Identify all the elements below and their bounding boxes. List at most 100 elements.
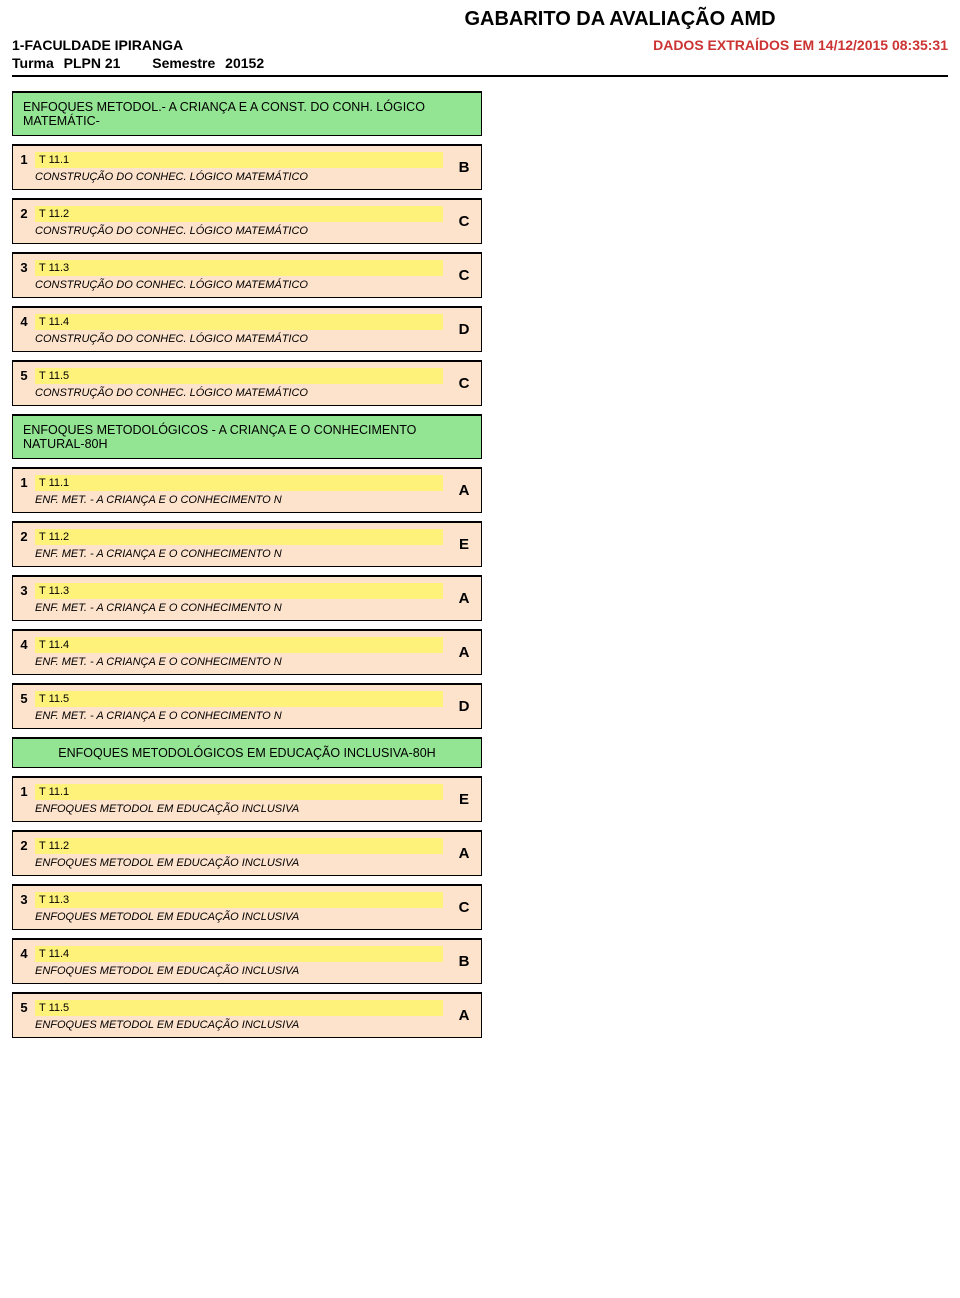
question-number: 3: [13, 886, 35, 929]
subheader: Turma PLPN 21 Semestre 20152: [12, 55, 948, 77]
question-row: 4T 11.4ENFOQUES METODOL EM EDUCAÇÃO INCL…: [12, 938, 482, 984]
question-subject: ENF. MET. - A CRIANÇA E O CONHECIMENTO N: [35, 655, 443, 668]
question-answer: A: [447, 577, 481, 620]
question-row: 4T 11.4 ENF. MET. - A CRIANÇA E O CONHECI…: [12, 629, 482, 675]
question-subject: CONSTRUÇÃO DO CONHEC. LÓGICO MATEMÁTICO: [35, 170, 443, 183]
question-answer: D: [447, 685, 481, 728]
turma-value: PLPN 21: [64, 55, 121, 71]
questions-column: ENFOQUES METODOL.- A CRIANÇA E A CONST. …: [12, 91, 482, 1038]
question-code: T 11.5: [35, 1000, 443, 1016]
question-body: T 11.4ENFOQUES METODOL EM EDUCAÇÃO INCLU…: [35, 940, 447, 983]
extracted-date: DADOS EXTRAÍDOS EM 14/12/2015 08:35:31: [653, 37, 948, 53]
question-answer: C: [447, 362, 481, 405]
section-header: ENFOQUES METODOLÓGICOS EM EDUCAÇÃO INCLU…: [12, 737, 482, 768]
question-code: T 11.2: [35, 206, 443, 222]
question-body: T 11.5 ENFOQUES METODOL EM EDUCAÇÃO INCLU…: [35, 994, 447, 1037]
question-body: T 11.3 CONSTRUÇÃO DO CONHEC. LÓGICO MATEM…: [35, 254, 447, 297]
question-row: 1T 11.1 ENFOQUES METODOL EM EDUCAÇÃO INCL…: [12, 776, 482, 822]
institution-name: 1-FACULDADE IPIRANGA: [12, 37, 183, 53]
question-number: 1: [13, 469, 35, 512]
question-row: 1T 11.1 ENF. MET. - A CRIANÇA E O CONHECI…: [12, 467, 482, 513]
question-answer: C: [447, 886, 481, 929]
question-subject: ENFOQUES METODOL EM EDUCAÇÃO INCLUSIVA: [35, 1018, 443, 1031]
question-row: 3T 11.3 CONSTRUÇÃO DO CONHEC. LÓGICO MATE…: [12, 252, 482, 298]
question-number: 4: [13, 631, 35, 674]
question-number: 1: [13, 146, 35, 189]
question-body: T 11.4 ENF. MET. - A CRIANÇA E O CONHECIM…: [35, 631, 447, 674]
section-header: ENFOQUES METODOL.- A CRIANÇA E A CONST. …: [12, 91, 482, 136]
question-answer: E: [447, 778, 481, 821]
question-number: 5: [13, 994, 35, 1037]
question-code: T 11.3: [35, 260, 443, 276]
question-subject: ENF. MET. - A CRIANÇA E O CONHECIMENTO N: [35, 493, 443, 506]
question-body: T 11.3 ENF. MET. - A CRIANÇA E O CONHECIM…: [35, 577, 447, 620]
question-row: 1T 11.1 CONSTRUÇÃO DO CONHEC. LÓGICO MATE…: [12, 144, 482, 190]
question-body: T 11.4 CONSTRUÇÃO DO CONHEC. LÓGICO MATEM…: [35, 308, 447, 351]
question-number: 5: [13, 685, 35, 728]
question-answer: B: [447, 940, 481, 983]
question-number: 3: [13, 254, 35, 297]
question-number: 2: [13, 200, 35, 243]
question-body: T 11.1 CONSTRUÇÃO DO CONHEC. LÓGICO MATEM…: [35, 146, 447, 189]
question-code: T 11.5: [35, 368, 443, 384]
question-code: T 11.4: [35, 946, 443, 962]
question-subject: ENFOQUES METODOL EM EDUCAÇÃO INCLUSIVA: [35, 802, 443, 815]
question-number: 5: [13, 362, 35, 405]
question-answer: E: [447, 523, 481, 566]
semestre-value: 20152: [225, 55, 264, 71]
question-subject: CONSTRUÇÃO DO CONHEC. LÓGICO MATEMÁTICO: [35, 386, 443, 399]
question-answer: A: [447, 469, 481, 512]
question-row: 2T 11.2 ENF. MET. - A CRIANÇA E O CONHECI…: [12, 521, 482, 567]
question-answer: C: [447, 200, 481, 243]
question-code: T 11.1: [35, 784, 443, 800]
question-body: T 11.2 CONSTRUÇÃO DO CONHEC. LÓGICO MATEM…: [35, 200, 447, 243]
question-number: 4: [13, 308, 35, 351]
question-code: T 11.4: [35, 314, 443, 330]
question-subject: ENF. MET. - A CRIANÇA E O CONHECIMENTO N: [35, 547, 443, 560]
question-number: 3: [13, 577, 35, 620]
question-code: T 11.1: [35, 475, 443, 491]
question-subject: CONSTRUÇÃO DO CONHEC. LÓGICO MATEMÁTICO: [35, 224, 443, 237]
question-row: 5T 11.5 CONSTRUÇÃO DO CONHEC. LÓGICO MATE…: [12, 360, 482, 406]
question-row: 5T 11.5 ENFOQUES METODOL EM EDUCAÇÃO INCL…: [12, 992, 482, 1038]
semestre-label: Semestre: [152, 55, 215, 71]
question-number: 2: [13, 523, 35, 566]
question-code: T 11.4: [35, 637, 443, 653]
question-subject: CONSTRUÇÃO DO CONHEC. LÓGICO MATEMÁTICO: [35, 332, 443, 345]
question-row: 2T 11.2 CONSTRUÇÃO DO CONHEC. LÓGICO MATE…: [12, 198, 482, 244]
question-body: T 11.1 ENFOQUES METODOL EM EDUCAÇÃO INCLU…: [35, 778, 447, 821]
question-body: T 11.5 CONSTRUÇÃO DO CONHEC. LÓGICO MATEM…: [35, 362, 447, 405]
question-code: T 11.2: [35, 838, 443, 854]
section-header: ENFOQUES METODOLÓGICOS - A CRIANÇA E O C…: [12, 414, 482, 459]
question-answer: A: [447, 631, 481, 674]
question-code: T 11.3: [35, 892, 443, 908]
question-row: 5T 11.5 ENF. MET. - A CRIANÇA E O CONHECI…: [12, 683, 482, 729]
turma-label: Turma: [12, 55, 54, 71]
question-body: T 11.2 ENF. MET. - A CRIANÇA E O CONHECIM…: [35, 523, 447, 566]
question-subject: ENF. MET. - A CRIANÇA E O CONHECIMENTO N: [35, 709, 443, 722]
question-subject: ENF. MET. - A CRIANÇA E O CONHECIMENTO N: [35, 601, 443, 614]
question-subject: CONSTRUÇÃO DO CONHEC. LÓGICO MATEMÁTICO: [35, 278, 443, 291]
question-body: T 11.1 ENF. MET. - A CRIANÇA E O CONHECIM…: [35, 469, 447, 512]
question-number: 4: [13, 940, 35, 983]
question-body: T 11.3 ENFOQUES METODOL EM EDUCAÇÃO INCLU…: [35, 886, 447, 929]
header-row: 1-FACULDADE IPIRANGA DADOS EXTRAÍDOS EM …: [12, 37, 948, 53]
question-answer: A: [447, 994, 481, 1037]
question-row: 2T 11.2 ENFOQUES METODOL EM EDUCAÇÃO INCL…: [12, 830, 482, 876]
question-answer: A: [447, 832, 481, 875]
question-answer: B: [447, 146, 481, 189]
question-number: 1: [13, 778, 35, 821]
question-number: 2: [13, 832, 35, 875]
question-body: T 11.5 ENF. MET. - A CRIANÇA E O CONHECIM…: [35, 685, 447, 728]
question-code: T 11.2: [35, 529, 443, 545]
question-row: 3T 11.3 ENFOQUES METODOL EM EDUCAÇÃO INCL…: [12, 884, 482, 930]
question-code: T 11.5: [35, 691, 443, 707]
question-subject: ENFOQUES METODOL EM EDUCAÇÃO INCLUSIVA: [35, 910, 443, 923]
question-row: 4T 11.4 CONSTRUÇÃO DO CONHEC. LÓGICO MATE…: [12, 306, 482, 352]
question-body: T 11.2 ENFOQUES METODOL EM EDUCAÇÃO INCLU…: [35, 832, 447, 875]
question-code: T 11.1: [35, 152, 443, 168]
question-subject: ENFOQUES METODOL EM EDUCAÇÃO INCLUSIVA: [35, 856, 443, 869]
question-row: 3T 11.3 ENF. MET. - A CRIANÇA E O CONHECI…: [12, 575, 482, 621]
question-answer: D: [447, 308, 481, 351]
question-code: T 11.3: [35, 583, 443, 599]
